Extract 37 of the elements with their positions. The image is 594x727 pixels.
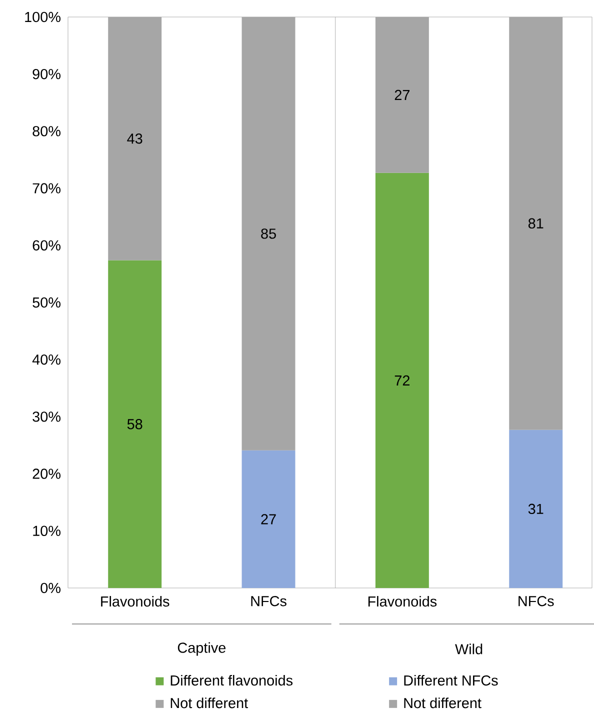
annotation: 31 <box>528 504 544 514</box>
y-tick-label: 50% <box>32 297 60 308</box>
x-tick-label: NFCs <box>251 596 286 606</box>
annotation: 72 <box>394 375 410 386</box>
annotation: 81 <box>528 218 544 229</box>
bar <box>375 16 429 173</box>
legend-label: Different NFCs <box>404 674 498 686</box>
x-tick-label: Flavonoids <box>368 596 437 607</box>
y-tick-label: 90% <box>32 68 60 80</box>
legend-label: Not different <box>404 698 482 708</box>
y-tick-label: 80% <box>32 126 60 136</box>
annotation: 27 <box>394 90 410 100</box>
y-tick-label: 70% <box>32 183 60 194</box>
legend-label: Different flavonoids <box>170 674 293 686</box>
annotation: 27 <box>261 514 276 524</box>
bar <box>509 16 563 430</box>
y-tick-label: 20% <box>32 468 60 479</box>
bar <box>375 172 429 588</box>
annotation: 58 <box>127 418 142 430</box>
y-tick-label: 100% <box>25 12 60 22</box>
bar <box>242 16 296 450</box>
y-tick-label: 30% <box>32 412 60 422</box>
y-tick-label: 10% <box>33 526 60 536</box>
y-tick-label: 40% <box>32 354 60 365</box>
bar <box>108 260 162 588</box>
y-tick-label: 0% <box>40 582 60 594</box>
annotation: 43 <box>127 133 142 144</box>
text: Captive <box>178 642 226 656</box>
y-tick-label: 60% <box>32 240 60 251</box>
legend-label: Not different <box>170 698 248 708</box>
x-tick-label: NFCs <box>518 596 554 606</box>
bar <box>108 16 162 260</box>
annotation: 85 <box>261 228 276 239</box>
bar <box>242 450 296 588</box>
x-tick-label: Flavonoids <box>101 596 170 607</box>
text: Wild <box>455 644 482 654</box>
bar <box>509 430 563 588</box>
